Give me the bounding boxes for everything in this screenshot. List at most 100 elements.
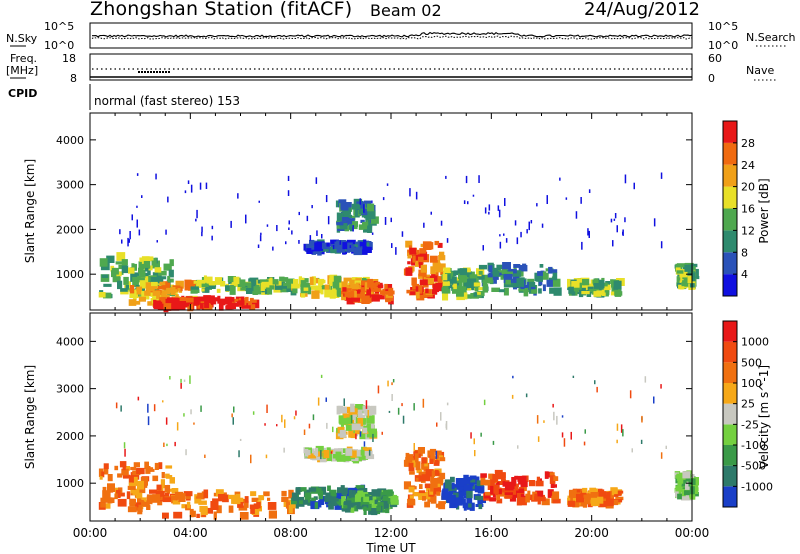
data-cell-6-71 [364, 242, 370, 247]
data-cell-0-47 [100, 497, 109, 503]
nsky-trace [92, 31, 693, 38]
data-cell-1-42 [244, 496, 249, 503]
data-cell-7-65 [344, 214, 352, 218]
speckle-63 [436, 422, 438, 427]
data-cell-9-76 [598, 501, 607, 508]
data-cell-1-84 [178, 493, 186, 502]
colorbar-tick-label-0: 28 [741, 137, 755, 150]
data-cell-6-80 [336, 247, 346, 253]
data-cell-5-88 [345, 424, 353, 431]
speckle-109 [189, 375, 191, 384]
data-cell-9-56 [456, 291, 465, 297]
speckle-66 [445, 423, 447, 429]
data-cell-1-88 [173, 511, 183, 519]
speckle-97 [526, 229, 528, 234]
data-cell-6-70 [439, 457, 446, 462]
data-cell-9-81 [469, 274, 478, 279]
data-cell-0-66 [99, 476, 103, 480]
data-cell-7-83 [345, 211, 350, 216]
data-cell-1-82 [228, 494, 236, 500]
speckle-86 [559, 177, 561, 181]
data-cell-4-86 [292, 284, 298, 294]
data-cell-3-82 [246, 288, 253, 294]
speckle-52 [176, 422, 179, 431]
data-cell-0-39 [120, 289, 129, 295]
data-cell-8-4 [511, 477, 517, 485]
data-cell-3-21 [276, 281, 283, 289]
data-cell-8-88 [435, 282, 443, 292]
data-cell-3-67 [379, 509, 387, 513]
data-cell-3-60 [348, 489, 353, 499]
data-cell-9-29 [455, 279, 461, 286]
data-cell-5-43 [357, 298, 365, 302]
data-cell-3-51 [270, 279, 279, 285]
data-cell-2-29 [311, 497, 316, 501]
speckle-0 [653, 218, 656, 227]
speckle-90 [553, 411, 555, 421]
data-cell-4-74 [309, 276, 314, 285]
freq-panel: Freq. [MHz] 18 8 60 0 Nave [6, 52, 776, 85]
data-cell-5-54 [376, 294, 385, 300]
data-cell-9-89 [466, 282, 470, 289]
data-cell-10-58 [552, 269, 558, 273]
data-cell-3-87 [229, 285, 236, 295]
data-cell-7-86 [474, 486, 481, 490]
data-cell-8-63 [517, 491, 521, 498]
data-cell-8-66 [419, 248, 427, 254]
speckle-65 [332, 426, 334, 433]
data-cell-5-23 [341, 289, 349, 295]
data-cell-8-67 [409, 247, 417, 255]
data-cell-5-72 [373, 286, 382, 292]
data-cell-1-75 [147, 301, 152, 306]
data-cell-7-65 [454, 491, 464, 500]
data-cell-8-81 [551, 484, 557, 488]
data-cell-5-71 [360, 287, 365, 296]
speckle-53 [153, 404, 156, 412]
data-cell-0-80 [139, 269, 146, 278]
data-cell-10-81 [505, 279, 511, 285]
data-cell-5-79 [351, 297, 360, 302]
speckle-64 [488, 204, 491, 211]
data-cell-2-65 [157, 303, 166, 310]
data-cell-6-23 [435, 503, 445, 508]
data-cell-3-56 [343, 502, 350, 506]
chart-title: Zhongshan Station (fitACF) [90, 0, 353, 20]
data-cell-5-83 [342, 287, 347, 292]
data-cell-2-85 [171, 303, 180, 311]
data-cell-10-40 [508, 278, 516, 288]
speckle-13 [184, 190, 187, 194]
data-cell-9-75 [598, 488, 603, 496]
data-cell-9-87 [576, 493, 585, 503]
speckle-28 [556, 415, 558, 425]
data-cell-3-43 [202, 284, 209, 293]
data-cell-0-88 [115, 261, 124, 265]
nsearch-label: N.Search [746, 31, 796, 44]
speckle-62 [622, 429, 624, 437]
data-cell-5-68 [370, 282, 377, 289]
nave-label: Nave [746, 64, 774, 77]
data-cell-2-78 [204, 300, 210, 309]
speckle-56 [298, 211, 300, 216]
data-cell-1-89 [152, 295, 157, 304]
velocity-colorbar-label: Velocity [m s^-1] [757, 365, 771, 469]
data-cell-0-34 [153, 257, 157, 264]
data-cell-1-61 [218, 494, 225, 502]
data-cell-8-71 [420, 264, 427, 273]
data-cell-1-34 [210, 501, 219, 510]
data-cell-6-62 [346, 245, 355, 252]
data-cell-2-64 [304, 492, 312, 500]
speckle-115 [237, 193, 239, 199]
data-cell-7-37 [458, 484, 467, 492]
data-cell-6-11 [423, 463, 428, 472]
data-cell-0-85 [128, 482, 137, 487]
data-cell-1-52 [172, 500, 181, 505]
speckle-36 [392, 379, 395, 383]
speckle-85 [193, 422, 195, 425]
colorbar-tick-label-4: -25 [741, 418, 759, 431]
speckle-106 [312, 414, 315, 421]
data-cell-4-84 [335, 280, 340, 290]
data-cell-3-68 [267, 286, 273, 295]
colorbar-tick-label-4: 12 [741, 224, 755, 237]
xtick-label-2: 08:00 [273, 526, 308, 540]
